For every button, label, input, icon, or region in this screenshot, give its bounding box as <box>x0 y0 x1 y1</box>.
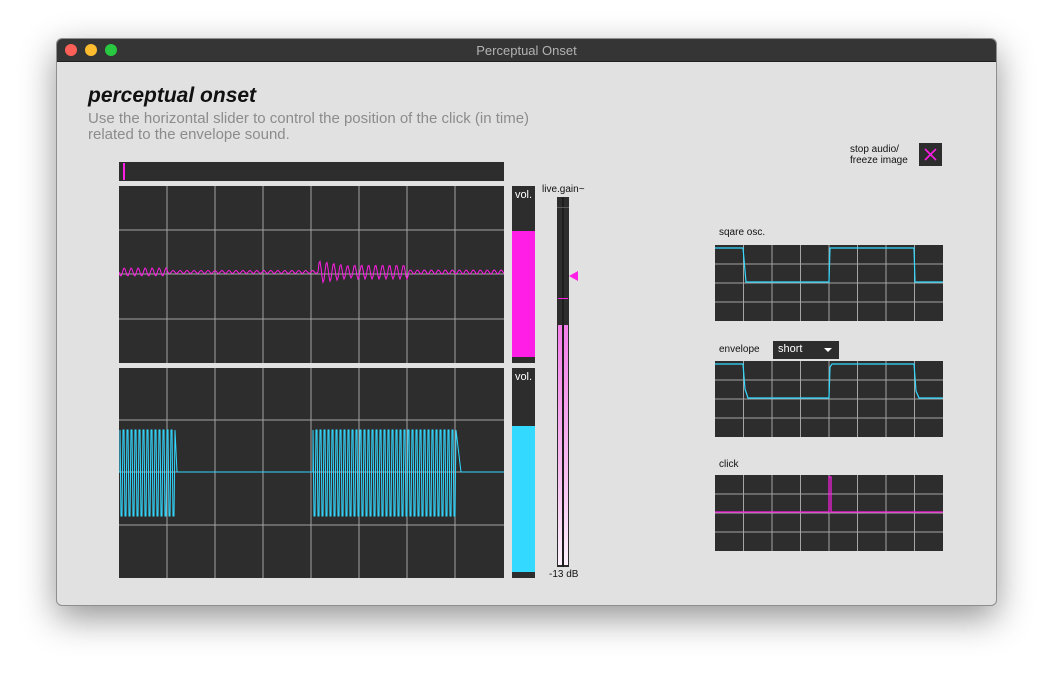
app-window: Perceptual Onset perceptual onset Use th… <box>56 38 997 606</box>
scope-sum-signal <box>119 186 504 363</box>
vol-meter-bottom: vol. <box>512 368 535 578</box>
x-icon <box>924 148 937 161</box>
stop-audio-label-line2: freeze image <box>850 155 908 166</box>
vol-label-top: vol. <box>514 189 533 201</box>
gain-label: live.gain~ <box>542 184 585 195</box>
window-title: Perceptual Onset <box>476 43 577 58</box>
gain-slider[interactable] <box>557 197 569 567</box>
minimize-window-button[interactable] <box>85 44 97 56</box>
gain-meter-divider <box>562 197 564 567</box>
envelope-label: envelope <box>719 344 760 355</box>
vol-meter-top: vol. <box>512 186 535 363</box>
gain-meter-level-line <box>558 298 568 299</box>
chevron-down-icon <box>824 348 832 352</box>
stop-audio-label: stop audio/ freeze image <box>850 144 908 166</box>
click-label: click <box>719 459 739 470</box>
stop-audio-label-line1: stop audio/ <box>850 144 899 155</box>
stop-audio-toggle[interactable] <box>919 143 942 166</box>
page-description: Use the horizontal slider to control the… <box>88 110 530 143</box>
click-position-slider[interactable] <box>119 162 504 181</box>
page-title: perceptual onset <box>88 84 257 107</box>
slider-thumb[interactable] <box>123 163 125 180</box>
square-osc-label: sqare osc. <box>719 227 766 238</box>
title-bar: Perceptual Onset <box>57 39 996 62</box>
envelope-mode-value: short <box>778 343 803 355</box>
vol-meter-bottom-fill <box>512 426 535 572</box>
vol-label-bottom: vol. <box>514 371 533 383</box>
vol-meter-top-fill <box>512 231 535 357</box>
square-osc-scope <box>715 245 943 321</box>
envelope-mode-menu[interactable]: short <box>773 341 839 359</box>
gain-value: -13 dB <box>549 569 579 580</box>
gain-meter-tick <box>557 207 569 208</box>
scope-envelope-signal <box>119 368 504 578</box>
gain-thumb-arrow[interactable] <box>569 271 578 281</box>
click-scope <box>715 475 943 551</box>
close-window-button[interactable] <box>65 44 77 56</box>
zoom-window-button[interactable] <box>105 44 117 56</box>
envelope-scope <box>715 361 943 437</box>
